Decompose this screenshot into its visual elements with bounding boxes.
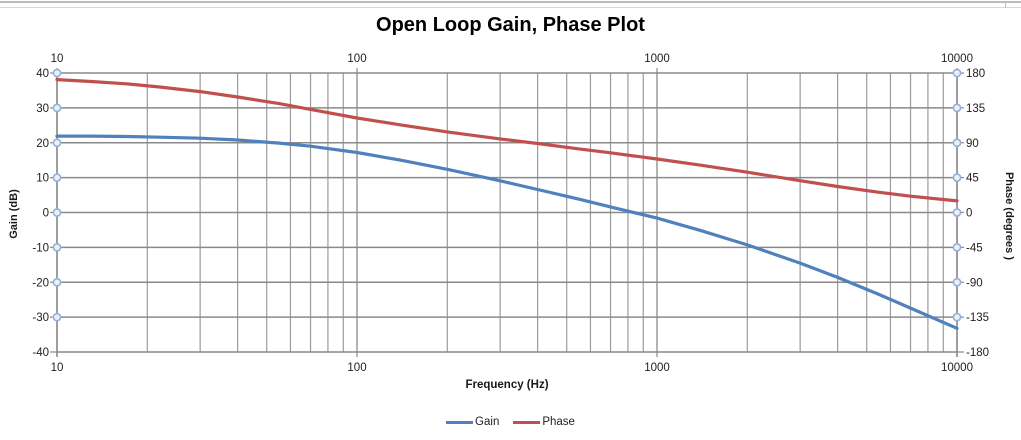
right-axis-marker (952, 208, 962, 217)
right-axis-title: Phase (degrees ) (1003, 171, 1015, 261)
right-axis-marker (952, 312, 962, 322)
left-axis-marker (52, 173, 62, 183)
phase-series-line[interactable] (55, 77, 959, 203)
top-frequency-tick-label: 10000 (941, 53, 973, 65)
gain-tick-label: -40 (32, 347, 49, 359)
top-frequency-tick-label: 100 (347, 53, 366, 65)
left-axis-marker (52, 138, 62, 148)
bottom-frequency-tick-label: 1000 (644, 362, 670, 374)
bottom-frequency-tick-label: 10000 (941, 362, 973, 374)
left-axis-marker (52, 242, 62, 252)
spreadsheet-gridline (0, 7, 1021, 8)
gain-tick-label: 20 (36, 138, 49, 150)
right-axis-marker (952, 277, 962, 287)
phase-tick-label: -180 (966, 347, 989, 359)
gain-tick-label: 0 (43, 208, 49, 220)
gain-tick-label: -30 (32, 312, 49, 324)
left-axis-marker (52, 68, 62, 78)
right-axis-marker (952, 242, 962, 252)
phase-line-swatch (513, 420, 541, 424)
left-axis-title: Gain (dB) (8, 189, 20, 239)
legend: Gain Phase (0, 413, 1021, 431)
legend-label-gain: Gain (475, 416, 500, 428)
phase-tick-label: -45 (966, 242, 983, 254)
phase-tick-label: 45 (966, 173, 979, 185)
phase-tick-label: -90 (966, 277, 983, 289)
phase-tick-label: 135 (966, 103, 985, 115)
bottom-frequency-tick-label: 10 (51, 362, 64, 374)
gain-tick-label: 40 (36, 68, 49, 80)
right-axis-marker (952, 173, 962, 183)
gain-tick-label: -20 (32, 277, 49, 289)
spreadsheet-gridline (0, 1, 1021, 3)
phase-tick-label: 90 (966, 138, 979, 150)
legend-label-phase: Phase (542, 416, 575, 428)
gain-series-line[interactable] (55, 134, 959, 330)
left-axis-marker (52, 103, 62, 113)
right-axis-marker (952, 68, 962, 78)
phase-tick-label: -135 (966, 312, 989, 324)
gain-line-swatch (446, 420, 474, 424)
top-frequency-tick-label: 1000 (644, 53, 670, 65)
left-axis-marker (52, 208, 62, 217)
gain-tick-label: 30 (36, 103, 49, 115)
phase-tick-label: 0 (966, 208, 972, 220)
legend-item-gain[interactable]: Gain (446, 416, 499, 428)
right-axis-marker (952, 138, 962, 148)
x-axis-title: Frequency (Hz) (465, 379, 549, 391)
left-axis-marker (52, 312, 62, 322)
left-axis-marker (52, 277, 62, 287)
bottom-frequency-tick-label: 100 (347, 362, 366, 374)
gain-tick-label: 10 (36, 173, 49, 185)
legend-item-phase[interactable]: Phase (513, 416, 575, 428)
right-axis-marker (952, 103, 962, 113)
phase-tick-label: 180 (966, 68, 985, 80)
gain-tick-label: -10 (32, 242, 49, 254)
top-frequency-tick-label: 10 (51, 53, 64, 65)
chart-title: Open Loop Gain, Phase Plot (376, 14, 645, 36)
spreadsheet-cell-border (1005, 1, 1006, 8)
